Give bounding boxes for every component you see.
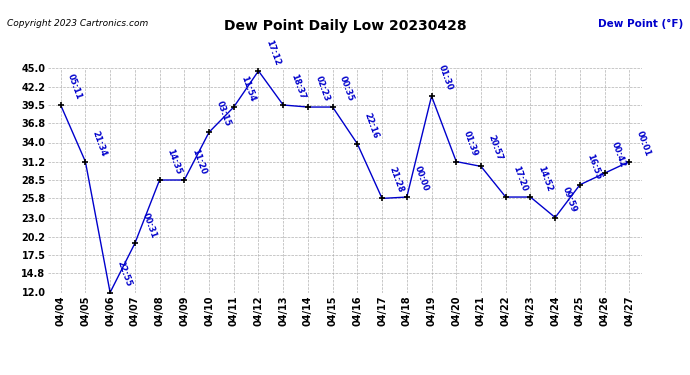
Text: 18:37: 18:37 (288, 73, 306, 101)
Text: 03:15: 03:15 (215, 100, 232, 128)
Text: 00:01: 00:01 (635, 129, 653, 158)
Text: 17:20: 17:20 (511, 165, 529, 193)
Text: 21:34: 21:34 (91, 129, 108, 158)
Text: 09:59: 09:59 (561, 185, 578, 213)
Text: 20:57: 20:57 (486, 134, 504, 162)
Text: 00:42: 00:42 (610, 141, 628, 169)
Text: 11:20: 11:20 (190, 148, 208, 176)
Text: 22:55: 22:55 (116, 260, 133, 288)
Text: Copyright 2023 Cartronics.com: Copyright 2023 Cartronics.com (7, 19, 148, 28)
Text: 14:52: 14:52 (536, 165, 553, 193)
Text: 00:00: 00:00 (413, 165, 430, 193)
Text: 05:11: 05:11 (66, 73, 83, 101)
Text: 14:35: 14:35 (165, 148, 183, 176)
Text: 16:55: 16:55 (585, 152, 603, 181)
Text: 00:31: 00:31 (140, 211, 158, 239)
Text: 02:23: 02:23 (313, 75, 331, 103)
Text: Dew Point Daily Low 20230428: Dew Point Daily Low 20230428 (224, 19, 466, 33)
Text: 17:12: 17:12 (264, 39, 282, 67)
Text: Dew Point (°F): Dew Point (°F) (598, 19, 683, 29)
Text: 22:16: 22:16 (363, 111, 381, 140)
Text: 00:35: 00:35 (338, 75, 356, 103)
Text: 01:30: 01:30 (437, 64, 455, 92)
Text: 11:54: 11:54 (239, 75, 257, 103)
Text: 01:39: 01:39 (462, 129, 480, 158)
Text: 21:28: 21:28 (388, 166, 405, 194)
